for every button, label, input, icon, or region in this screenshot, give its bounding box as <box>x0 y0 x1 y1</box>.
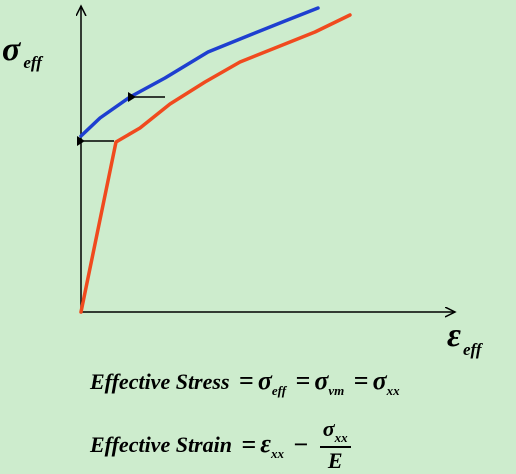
sigma-symbol: σ <box>314 366 329 395</box>
equals-sign: = <box>241 430 257 459</box>
x-axis-label: ε eff <box>447 317 484 359</box>
x-axis-subscript: eff <box>463 340 484 359</box>
effective-stress-equation: Effective Stress = σeff = σvm = σxx <box>90 366 400 398</box>
effective-strain-equation: Effective Strain = εxx − σxx E <box>90 418 351 472</box>
equals-sign: = <box>353 366 369 395</box>
fraction-numerator: σxx <box>319 416 351 448</box>
effective-strain-label: Effective Strain <box>90 432 232 457</box>
y-axis-symbol: σ <box>2 31 22 68</box>
subscript-xx: xx <box>334 430 348 445</box>
subscript-eff: eff <box>271 383 287 398</box>
equals-sign: = <box>295 366 311 395</box>
equals-sign: = <box>239 366 254 395</box>
original-stress-strain-curve <box>79 13 352 314</box>
effective-stress-label: Effective Stress <box>90 369 230 394</box>
sigma-symbol: σ <box>372 366 387 395</box>
subscript-xx: xx <box>386 383 400 398</box>
epsilon-symbol: ε <box>260 428 271 458</box>
y-axis-subscript: eff <box>23 53 44 72</box>
y-axis-label: σ eff <box>2 31 44 72</box>
subscript-vm: vm <box>328 383 345 398</box>
sigma-symbol: σ <box>322 416 335 441</box>
sigma-symbol: σ <box>257 366 272 395</box>
x-axis-symbol: ε <box>447 317 461 354</box>
shifted-stress-strain-curve <box>79 6 320 138</box>
fraction-denominator: E <box>327 448 343 473</box>
minus-sign: − <box>293 430 309 459</box>
stress-over-modulus-fraction: σxx E <box>319 416 351 473</box>
subscript-xx: xx <box>270 445 284 461</box>
